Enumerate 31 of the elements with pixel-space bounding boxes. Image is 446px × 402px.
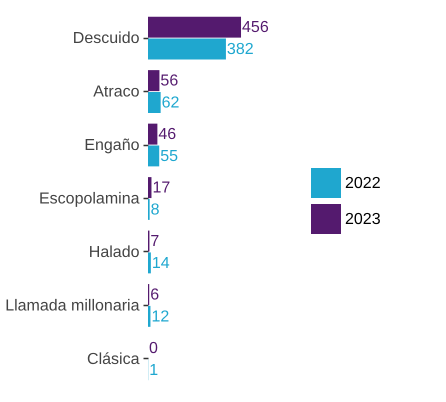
y-tick-label: Atraco — [93, 84, 140, 101]
bar — [148, 177, 152, 198]
bar — [148, 92, 161, 113]
data-label: 7 — [150, 233, 160, 250]
y-tick-label: Halado — [88, 244, 140, 261]
bar — [148, 124, 158, 145]
y-tick-label: Llamada millonaria — [5, 297, 140, 314]
legend-label: 2022 — [345, 175, 381, 192]
bar — [148, 38, 226, 60]
y-tick-label: Clásica — [87, 350, 140, 368]
data-label: 456 — [242, 19, 269, 36]
data-label: 14 — [152, 254, 170, 272]
data-label: 56 — [160, 72, 178, 90]
bar — [148, 145, 160, 166]
data-label: 55 — [160, 148, 178, 165]
data-label: 1 — [149, 362, 158, 379]
legend-label: 2023 — [345, 211, 381, 228]
data-label: 382 — [226, 40, 254, 58]
bar — [148, 252, 151, 274]
data-label: 12 — [151, 308, 170, 326]
y-tick-label: Escopolamina — [39, 190, 140, 208]
data-label: 8 — [150, 201, 160, 218]
data-label: 17 — [152, 180, 170, 197]
data-label: 46 — [158, 126, 176, 144]
y-tick-label: Descuido — [72, 30, 140, 48]
data-label: 6 — [150, 286, 160, 304]
bar — [148, 70, 160, 92]
data-label: 0 — [149, 340, 158, 358]
y-tick-label: Engaño — [84, 137, 140, 154]
data-label: 62 — [162, 94, 180, 112]
bar — [148, 16, 242, 38]
